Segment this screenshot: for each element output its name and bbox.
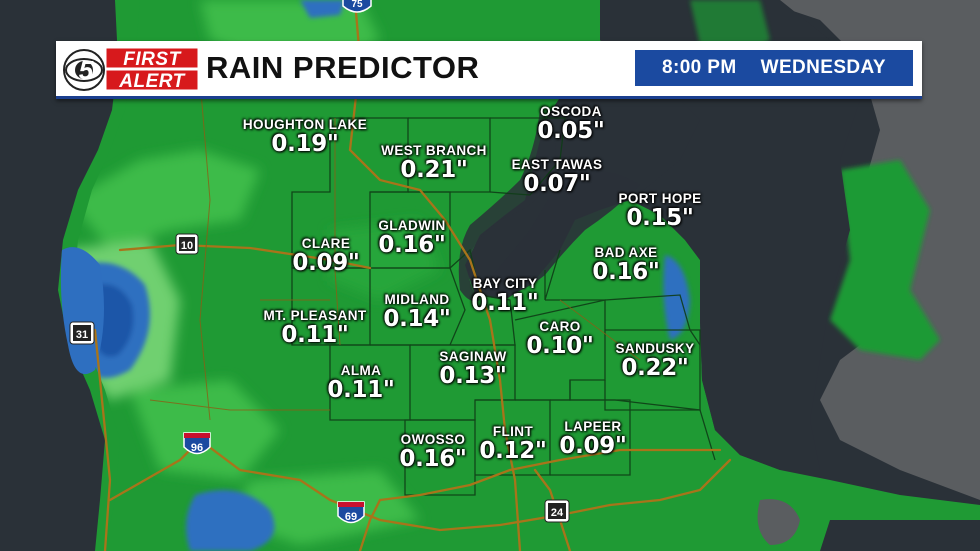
rain-amount: 0.12" bbox=[479, 438, 547, 464]
location-label: CLARE 0.09" bbox=[292, 236, 360, 276]
rain-amount: 0.16" bbox=[399, 446, 467, 472]
location-name: SAGINAW bbox=[439, 349, 507, 364]
location-label: BAY CITY 0.11" bbox=[471, 276, 539, 316]
svg-text:FIRST: FIRST bbox=[123, 49, 181, 70]
forecast-time: 8:00 PM bbox=[662, 57, 737, 78]
ontario-land bbox=[760, 0, 980, 500]
location-label: BAD AXE 0.16" bbox=[592, 245, 660, 285]
rain-amount: 0.07" bbox=[523, 171, 591, 197]
first-alert-logo: 5 FIRST ALERT bbox=[63, 47, 199, 92]
location-name: BAY CITY bbox=[472, 276, 538, 291]
rain-amount: 0.14" bbox=[383, 306, 451, 332]
shield-i75: 75 bbox=[342, 0, 372, 13]
rain-amount: 0.22" bbox=[621, 355, 689, 381]
svg-text:31: 31 bbox=[76, 329, 88, 341]
shield-i96: 96 bbox=[183, 432, 211, 455]
lake-st-clair bbox=[757, 499, 800, 545]
michigan-land bbox=[65, 0, 980, 551]
svg-text:10: 10 bbox=[181, 240, 193, 252]
location-name: MIDLAND bbox=[384, 292, 450, 307]
rain-amount: 0.15" bbox=[626, 205, 694, 231]
location-name: HOUGHTON LAKE bbox=[242, 117, 368, 132]
location-label: HOUGHTON LAKE 0.19" bbox=[243, 117, 367, 157]
location-label: SAGINAW 0.13" bbox=[439, 349, 507, 389]
rain-amount: 0.11" bbox=[471, 290, 539, 316]
rain-amount: 0.11" bbox=[281, 322, 349, 348]
forecast-time-box: 8:00 PM WEDNESDAY bbox=[635, 50, 913, 86]
lake-huron bbox=[600, 0, 860, 470]
location-name: CLARE bbox=[301, 236, 351, 251]
shield-us10: 10 bbox=[175, 233, 199, 255]
location-label: WEST BRANCH 0.21" bbox=[381, 143, 487, 183]
location-label: CARO 0.10" bbox=[526, 319, 594, 359]
rain-amount: 0.21" bbox=[400, 157, 468, 183]
svg-text:75: 75 bbox=[351, 0, 363, 10]
location-label: OWOSSO 0.16" bbox=[399, 432, 467, 472]
minor-roads bbox=[149, 79, 641, 421]
location-label: ALMA 0.11" bbox=[327, 363, 395, 403]
rain-amount: 0.16" bbox=[592, 259, 660, 285]
location-name: ALMA bbox=[340, 363, 382, 378]
rain-amount: 0.09" bbox=[292, 250, 360, 276]
svg-text:5: 5 bbox=[79, 55, 94, 85]
location-name: GLADWIN bbox=[378, 218, 446, 233]
location-name: LAPEER bbox=[564, 419, 622, 434]
location-name: OSCODA bbox=[540, 104, 602, 119]
shield-us24: 24 bbox=[544, 499, 570, 523]
location-label: LAPEER 0.09" bbox=[559, 419, 627, 459]
location-label: PORT HOPE 0.15" bbox=[618, 191, 701, 231]
location-name: CARO bbox=[539, 319, 581, 334]
location-label: MT. PLEASANT 0.11" bbox=[263, 308, 366, 348]
cbs-eye-icon: 5 bbox=[63, 49, 105, 91]
highways bbox=[93, 0, 732, 551]
ontario-rain bbox=[830, 160, 940, 360]
svg-text:24: 24 bbox=[551, 507, 564, 519]
header-banner: 5 FIRST ALERT RAIN PREDICTOR 8:00 PM WED… bbox=[56, 41, 922, 99]
rain-amount: 0.16" bbox=[378, 232, 446, 258]
rain-amount: 0.05" bbox=[537, 118, 605, 144]
svg-text:96: 96 bbox=[191, 442, 203, 454]
location-label: FLINT 0.12" bbox=[479, 424, 547, 464]
page-title: RAIN PREDICTOR bbox=[206, 50, 480, 85]
rain-amount: 0.10" bbox=[526, 333, 594, 359]
rain-amount: 0.19" bbox=[271, 131, 339, 157]
rain-amount: 0.11" bbox=[327, 377, 395, 403]
location-label: OSCODA 0.05" bbox=[537, 104, 605, 144]
svg-text:69: 69 bbox=[345, 511, 357, 523]
location-name: SANDUSKY bbox=[615, 341, 695, 356]
location-name: FLINT bbox=[492, 424, 534, 439]
location-name: MT. PLEASANT bbox=[263, 308, 367, 323]
shield-us31: 31 bbox=[69, 321, 95, 345]
forecast-day: WEDNESDAY bbox=[760, 57, 886, 78]
lake-erie bbox=[820, 520, 980, 551]
location-name: WEST BRANCH bbox=[381, 143, 487, 158]
location-label: SANDUSKY 0.22" bbox=[616, 341, 695, 381]
location-label: GLADWIN 0.16" bbox=[378, 218, 446, 258]
county-lines bbox=[291, 117, 716, 496]
svg-text:ALERT: ALERT bbox=[118, 71, 185, 92]
location-name: EAST TAWAS bbox=[511, 157, 603, 172]
shield-i69: 69 bbox=[337, 501, 365, 524]
location-label: MIDLAND 0.14" bbox=[383, 292, 451, 332]
location-name: PORT HOPE bbox=[618, 191, 702, 206]
saginaw-bay-inner bbox=[485, 171, 640, 298]
rain-amount: 0.09" bbox=[559, 433, 627, 459]
saginaw-bay bbox=[458, 110, 556, 302]
rain-amount: 0.13" bbox=[439, 363, 507, 389]
location-label: EAST TAWAS 0.07" bbox=[512, 157, 603, 197]
location-name: BAD AXE bbox=[594, 245, 658, 260]
location-name: OWOSSO bbox=[400, 432, 466, 447]
